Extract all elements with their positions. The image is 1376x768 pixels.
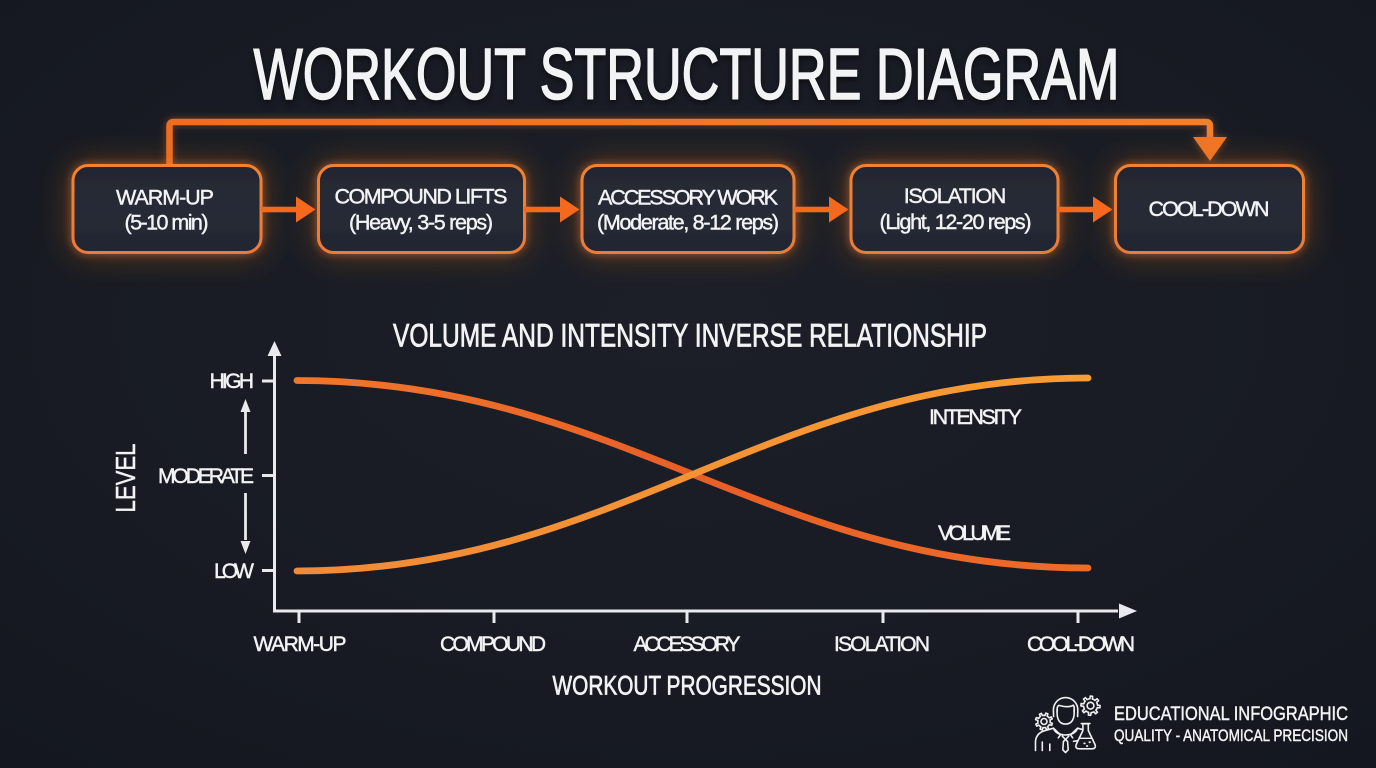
svg-text:MODERATE: MODERATE — [158, 465, 254, 488]
svg-text:COMPOUND: COMPOUND — [440, 633, 546, 656]
svg-text:WORKOUT PROGRESSION: WORKOUT PROGRESSION — [553, 671, 822, 701]
svg-text:HIGH: HIGH — [210, 370, 254, 393]
svg-text:VOLUME: VOLUME — [938, 521, 1011, 545]
svg-text:(Moderate, 8-12 reps): (Moderate, 8-12 reps) — [597, 211, 779, 235]
svg-text:(5-10 min): (5-10 min) — [125, 211, 209, 235]
svg-text:WARM-UP: WARM-UP — [116, 186, 214, 210]
svg-text:ISOLATION: ISOLATION — [834, 633, 930, 656]
svg-text:VOLUME AND INTENSITY INVERSE R: VOLUME AND INTENSITY INVERSE RELATIONSHI… — [393, 318, 987, 354]
svg-text:WORKOUT STRUCTURE DIAGRAM: WORKOUT STRUCTURE DIAGRAM — [254, 35, 1120, 115]
svg-text:ISOLATION: ISOLATION — [904, 184, 1007, 208]
svg-text:ACCESSORY: ACCESSORY — [634, 633, 741, 656]
svg-text:LOW: LOW — [214, 560, 254, 583]
svg-text:(Light, 12-20 reps): (Light, 12-20 reps) — [880, 210, 1032, 234]
svg-text:(Heavy, 3-5 reps): (Heavy, 3-5 reps) — [349, 210, 493, 234]
svg-text:ACCESSORY WORK: ACCESSORY WORK — [598, 186, 779, 210]
svg-text:COOL-DOWN: COOL-DOWN — [1149, 197, 1270, 221]
svg-text:QUALITY - ANATOMICAL PRECISION: QUALITY - ANATOMICAL PRECISION — [1114, 726, 1348, 745]
svg-text:EDUCATIONAL INFOGRAPHIC: EDUCATIONAL INFOGRAPHIC — [1114, 703, 1348, 725]
svg-text:COOL-DOWN: COOL-DOWN — [1027, 633, 1135, 656]
svg-text:COMPOUND LIFTS: COMPOUND LIFTS — [335, 185, 508, 209]
svg-text:LEVEL: LEVEL — [110, 444, 141, 513]
svg-text:WARM-UP: WARM-UP — [254, 633, 347, 656]
svg-text:INTENSITY: INTENSITY — [929, 405, 1022, 429]
